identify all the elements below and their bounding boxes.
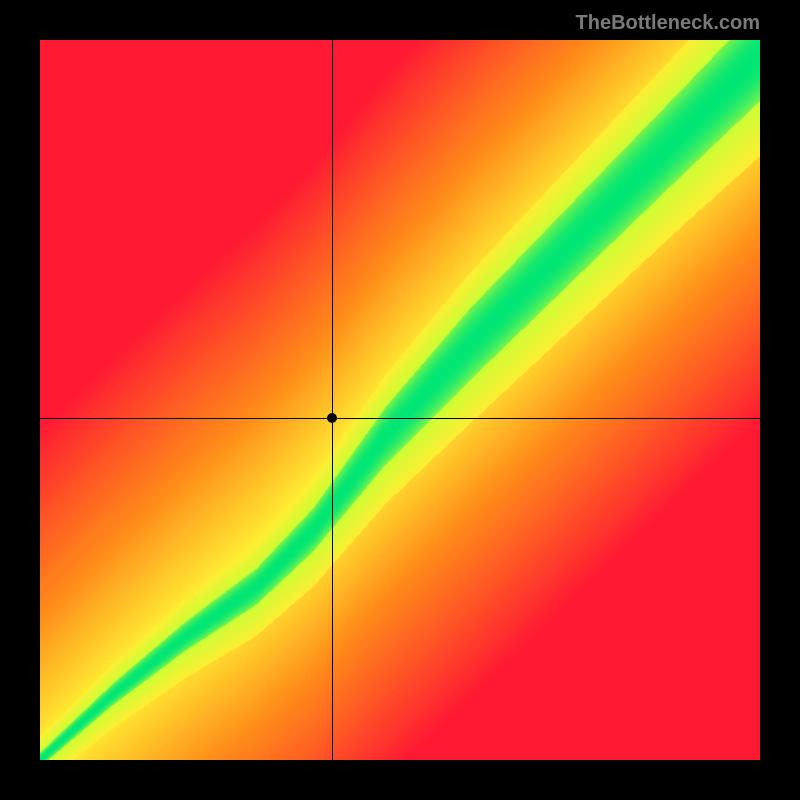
crosshair-vertical — [332, 40, 333, 760]
marker-dot — [327, 413, 337, 423]
chart-container: TheBottleneck.com — [0, 0, 800, 800]
plot-area — [40, 40, 760, 760]
heatmap-canvas — [40, 40, 760, 760]
crosshair-horizontal — [40, 418, 760, 419]
watermark-text: TheBottleneck.com — [576, 12, 760, 35]
